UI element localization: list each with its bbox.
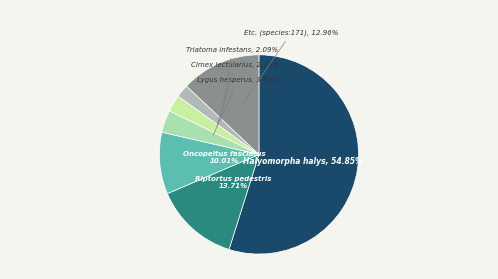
Wedge shape bbox=[178, 86, 259, 155]
Wedge shape bbox=[162, 111, 259, 155]
Text: Triatoma infestans, 2.09%: Triatoma infestans, 2.09% bbox=[186, 47, 278, 120]
Text: Halyomorpha halys, 54.85%: Halyomorpha halys, 54.85% bbox=[244, 157, 363, 166]
Text: Etc. (species:171), 12.96%: Etc. (species:171), 12.96% bbox=[241, 30, 339, 106]
Text: Riptortus pedestris
13.71%: Riptortus pedestris 13.71% bbox=[195, 176, 272, 189]
Wedge shape bbox=[187, 55, 259, 155]
Text: Lygus hesperus, 3.63%: Lygus hesperus, 3.63% bbox=[197, 77, 279, 135]
Text: Cimex lectularius, 2.74%: Cimex lectularius, 2.74% bbox=[191, 62, 279, 126]
Wedge shape bbox=[159, 132, 259, 194]
Wedge shape bbox=[229, 55, 359, 254]
Text: Oncopeltus fasciatus
10.01%: Oncopeltus fasciatus 10.01% bbox=[183, 151, 265, 164]
Wedge shape bbox=[169, 96, 259, 155]
Wedge shape bbox=[167, 155, 259, 249]
